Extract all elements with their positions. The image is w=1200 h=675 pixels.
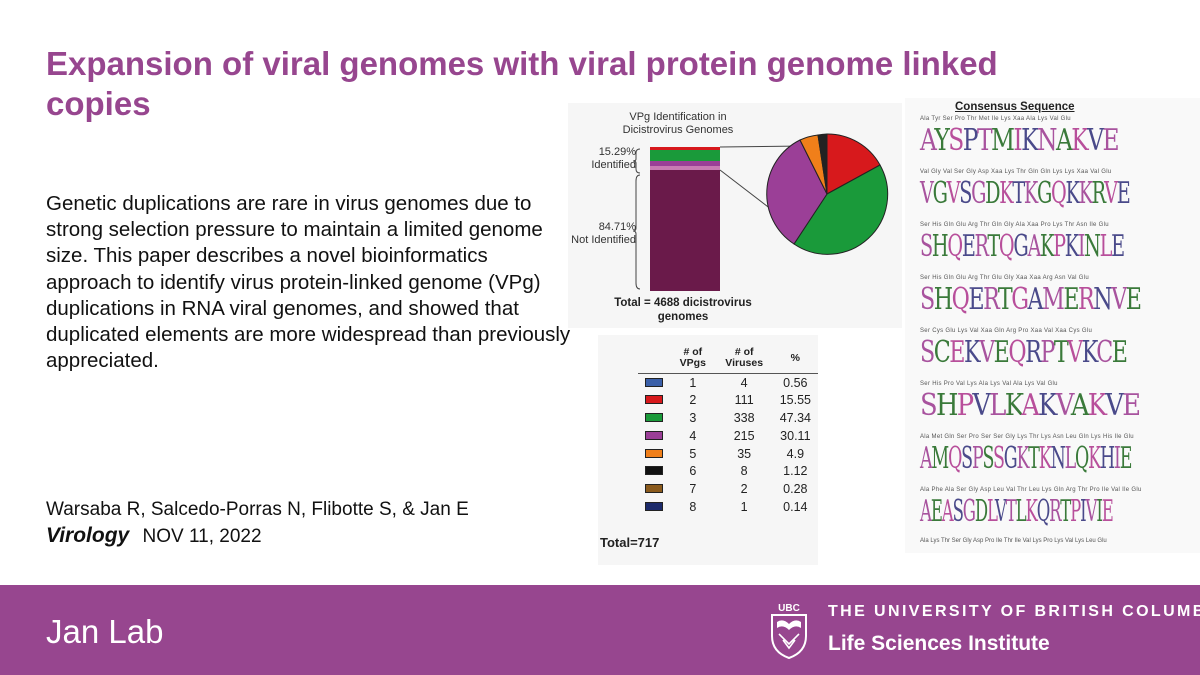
pie-slice-other (817, 133, 828, 195)
virus-count: 4 (740, 375, 748, 390)
bar-segment-3 (650, 150, 720, 161)
consensus-title: Consensus Sequence (955, 101, 1075, 113)
color-swatch (645, 395, 663, 405)
citation: Warsaba R, Salcedo-Porras N, Flibotte S,… (46, 497, 566, 550)
percent-value: 1.12 (783, 464, 808, 479)
sequence-logo-7: Ala Met Gln Ser Pro Ser Ser Gly Lys Thr … (920, 434, 1134, 476)
sequence-logo-2: Val Gly Val Ser Gly Asp Xaa Lys Thr Gln … (920, 169, 1131, 211)
color-swatch (645, 466, 663, 476)
ubc-crest-logo: UBC (771, 603, 807, 660)
table-row: 8 1 0.14 (638, 498, 818, 516)
journal-line: Virology NOV 11, 2022 (46, 523, 566, 550)
color-swatch (645, 448, 663, 458)
slide-title: Expansion of viral genomes with viral pr… (46, 45, 998, 122)
vpg-count: 2 (689, 393, 697, 408)
legend-swatch (638, 391, 670, 409)
pie-slice-2 (826, 133, 881, 195)
legend-swatch (638, 445, 670, 463)
ubc-crest-text: UBC (778, 603, 800, 614)
table-row: 1 4 0.56 (638, 374, 818, 392)
pie-slice-3 (793, 164, 889, 255)
virus-count: 35 (737, 446, 752, 461)
legend-swatch (638, 374, 670, 392)
bar-segment-4 (650, 161, 720, 166)
figure-a-title: VPg Identification in Dicistrovirus Geno… (622, 111, 734, 136)
header-viruses: # of Viruses (715, 347, 773, 374)
sequence-logo-6: Ser His Pro Val Lys Ala Lys Val Ala Lys … (920, 381, 1141, 423)
sequence-logo-1: Ala Tyr Ser Pro Thr Met Ile Lys Xaa Ala … (920, 116, 1120, 158)
vpg-count: 8 (689, 499, 697, 514)
legend-swatch (638, 498, 670, 516)
table-row: 7 2 0.28 (638, 480, 818, 498)
journal-name: Virology (46, 524, 130, 547)
figure-a-total: Total = 4688 dicistrovirus genomes (614, 297, 752, 323)
legend-swatch (638, 427, 670, 445)
lab-name: Jan Lab (46, 613, 164, 650)
percent-value: 0.56 (783, 375, 808, 390)
percent-value: 0.14 (783, 499, 808, 514)
table-row: 4 215 30.11 (638, 427, 818, 445)
virus-count: 8 (740, 464, 748, 479)
vpg-count: 4 (689, 428, 697, 443)
university-name: THE UNIVERSITY OF BRITISH COLUMBIA (828, 603, 1200, 620)
percent-value: 4.9 (786, 446, 805, 461)
header-vpgs: # of VPgs (670, 347, 716, 374)
color-swatch (645, 412, 663, 422)
publication-date: NOV 11, 2022 (142, 526, 262, 547)
sequence-logo-5: Ser Cys Glu Lys Val Xaa Gln Arg Pro Xaa … (920, 328, 1128, 370)
sequence-logo-4: Ser His Gln Glu Arg Thr Glu Gly Xaa Xaa … (920, 275, 1142, 317)
virus-count: 215 (733, 428, 755, 443)
vpg-count-table-figure: # of VPgs # of Viruses % 1 4 0.56 2 111 15.55… (598, 335, 818, 565)
bar-segment-2 (650, 147, 720, 150)
institute-name: Life Sciences Institute (828, 632, 1050, 655)
sequence-logo-3: Ser His Gln Glu Arg Thr Gln Gly Ala Xaa … (920, 222, 1125, 264)
not-identified-label: Not Identified (571, 234, 636, 246)
vpg-count: 6 (689, 464, 697, 479)
sequence-logo-8: Ala Phe Ala Ser Gly Asp Leu Val Thr Leu … (920, 487, 1142, 529)
legend-swatch (638, 409, 670, 427)
figure-b-total: Total=717 (600, 535, 660, 550)
color-swatch (645, 501, 663, 511)
table-row: 5 35 4.9 (638, 445, 818, 463)
virus-count: 111 (734, 393, 754, 408)
identified-label: Identified (591, 159, 636, 171)
authors: Warsaba R, Salcedo-Porras N, Flibotte S,… (46, 499, 469, 520)
summary-paragraph: Genetic duplications are rare in virus g… (46, 192, 571, 373)
legend-swatch (638, 462, 670, 480)
vpg-pie-chart (766, 133, 889, 255)
vpg-count: 5 (689, 446, 697, 461)
identified-percent: 15.29% (598, 146, 636, 158)
color-swatch (645, 377, 663, 387)
sequence-logo-footer: Ala Lys Thr Ser Gly Asp Pro Ile Thr Ile … (920, 538, 1107, 544)
vpg-count: 1 (689, 375, 697, 390)
not-identified-percent: 84.71% (598, 221, 636, 233)
color-swatch (645, 430, 663, 440)
percent-value: 30.11 (780, 428, 811, 443)
virus-count: 1 (740, 499, 748, 514)
consensus-sequence-figure: Consensus Sequence Ala Tyr Ser Pro Thr M… (905, 98, 1200, 553)
header-blank (638, 347, 670, 374)
stacked-bar-and-pie (632, 133, 889, 291)
header-percent: % (772, 347, 818, 374)
table-row: 2 111 15.55 (638, 391, 818, 409)
percent-value: 15.55 (779, 393, 811, 408)
table-row: 3 338 47.34 (638, 409, 818, 427)
table-row: 6 8 1.12 (638, 462, 818, 480)
vpg-count: 3 (689, 410, 697, 425)
bar-segment-not-identified (650, 170, 720, 291)
vpg-identification-figure: VPg Identification in Dicistrovirus Geno… (568, 103, 902, 328)
legend-swatch (638, 480, 670, 498)
percent-value: 0.28 (783, 482, 808, 497)
virus-count: 2 (740, 482, 748, 497)
footer-bar: Jan Lab UBC THE UNIVERSITY OF BRITISH CO… (0, 585, 1200, 675)
virus-count: 338 (733, 410, 755, 425)
pie-slice-4 (766, 139, 828, 245)
vpg-count-table: # of VPgs # of Viruses % 1 4 0.56 2 111 15.55… (638, 347, 818, 516)
bar-segment-other (650, 166, 720, 170)
vpg-count: 7 (689, 482, 697, 497)
color-swatch (645, 484, 663, 494)
percent-value: 47.34 (779, 410, 811, 425)
